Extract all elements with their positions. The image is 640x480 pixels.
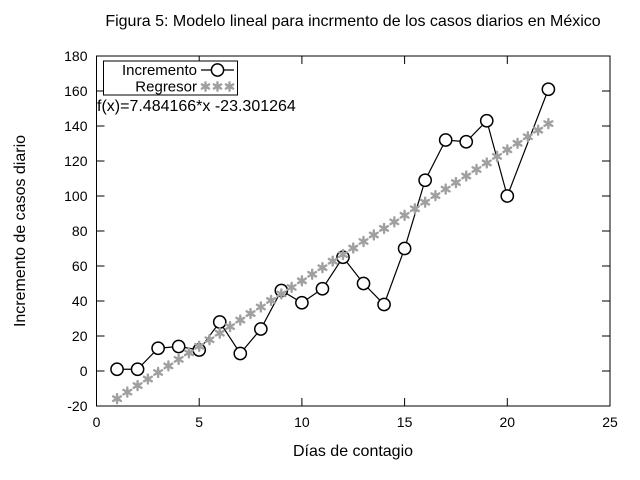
asterisk-marker (543, 117, 554, 130)
open-circle-marker (253, 322, 268, 336)
asterisk-marker (348, 242, 359, 254)
asterisk-marker (327, 255, 338, 267)
open-circle-marker (212, 315, 227, 329)
y-tick-label: 160 (64, 83, 88, 99)
asterisk-marker (265, 294, 277, 307)
open-circle-marker (397, 241, 412, 256)
open-circle-marker (151, 341, 165, 356)
asterisk-marker (245, 307, 256, 320)
asterisk-marker (183, 347, 195, 359)
y-tick-label: 0 (80, 363, 88, 379)
asterisk-marker (214, 327, 225, 339)
asterisk-marker (502, 144, 513, 156)
x-tick-label: 15 (397, 414, 413, 430)
asterisk-marker (224, 320, 236, 333)
open-circle-marker (315, 281, 330, 296)
asterisk-marker (153, 366, 164, 379)
asterisk-marker (440, 183, 451, 195)
asterisk-marker (471, 163, 482, 176)
regression-equation: f(x)=7.484166*x -23.301264 (97, 98, 296, 115)
asterisk-marker (399, 209, 410, 222)
legend-label-incremento: Incremento (122, 62, 197, 79)
open-circle-marker (295, 295, 309, 310)
x-tick-label: 0 (93, 414, 101, 430)
open-circle-marker (377, 297, 391, 312)
y-tick-label: 80 (72, 223, 88, 239)
legend-label-regresor: Regresor (135, 79, 197, 96)
asterisk-marker (286, 281, 297, 294)
asterisk-marker (358, 235, 369, 248)
asterisk-marker (512, 137, 523, 149)
y-tick-label: -20 (67, 398, 87, 414)
asterisk-marker (212, 81, 223, 92)
series-regresor (111, 117, 554, 405)
asterisk-marker (194, 340, 205, 352)
x-tick-label: 20 (500, 414, 516, 430)
asterisk-marker (481, 157, 492, 169)
y-tick-label: 60 (72, 258, 88, 274)
open-circle-marker (438, 133, 453, 147)
asterisk-marker (430, 189, 441, 202)
x-tick-label: 5 (195, 414, 203, 430)
asterisk-marker (200, 81, 211, 92)
open-circle-marker (171, 339, 186, 354)
y-axis-ticks: -20 0 20 40 60 80 100 120 140 160 180 (64, 48, 610, 414)
open-circle-marker (130, 362, 145, 377)
legend-sample-circle (210, 63, 225, 77)
asterisk-marker (491, 150, 503, 163)
asterisk-marker (224, 81, 235, 92)
asterisk-marker (389, 216, 400, 228)
asterisk-marker (420, 196, 431, 208)
asterisk-marker (142, 373, 153, 385)
asterisk-marker (368, 229, 379, 241)
incremento-line (117, 89, 549, 370)
asterisk-marker (296, 275, 307, 287)
open-circle-marker (356, 276, 371, 291)
asterisk-marker (409, 203, 420, 215)
asterisk-marker (111, 392, 123, 405)
asterisk-marker (276, 288, 287, 300)
y-axis-label: Incremento de casos diario (12, 134, 29, 328)
x-tick-label: 25 (602, 414, 618, 430)
y-tick-label: 100 (64, 188, 88, 204)
open-circle-marker (110, 362, 124, 377)
x-axis-label: Días de contagio (292, 443, 414, 460)
y-tick-label: 180 (64, 48, 88, 64)
asterisk-marker (378, 222, 390, 235)
x-axis-ticks: 0 5 10 15 20 25 (93, 56, 618, 430)
y-tick-label: 140 (64, 118, 88, 134)
open-circle-marker (233, 346, 248, 361)
asterisk-marker (255, 301, 266, 313)
y-tick-label: 40 (72, 293, 88, 309)
asterisk-marker (173, 353, 184, 366)
y-tick-label: 20 (72, 328, 88, 344)
asterisk-marker (461, 170, 472, 182)
asterisk-marker (533, 124, 544, 136)
open-circle-marker (479, 113, 494, 128)
asterisk-marker (337, 248, 349, 261)
x-tick-label: 10 (294, 414, 310, 430)
asterisk-marker (307, 268, 318, 280)
asterisk-marker (132, 379, 143, 392)
asterisk-marker (235, 314, 246, 326)
asterisk-marker (122, 386, 133, 398)
asterisk-marker (163, 360, 174, 372)
asterisk-marker (317, 262, 328, 274)
open-circle-marker (541, 82, 556, 97)
asterisk-marker (522, 131, 533, 143)
series-incremento (110, 82, 556, 377)
open-circle-marker (459, 134, 474, 149)
chart-title: Figura 5: Modelo lineal para incrmento d… (105, 13, 601, 30)
y-tick-label: 120 (64, 153, 88, 169)
asterisk-marker (450, 176, 462, 189)
asterisk-marker (204, 334, 215, 346)
open-circle-marker (418, 173, 432, 188)
open-circle-marker (500, 189, 515, 203)
